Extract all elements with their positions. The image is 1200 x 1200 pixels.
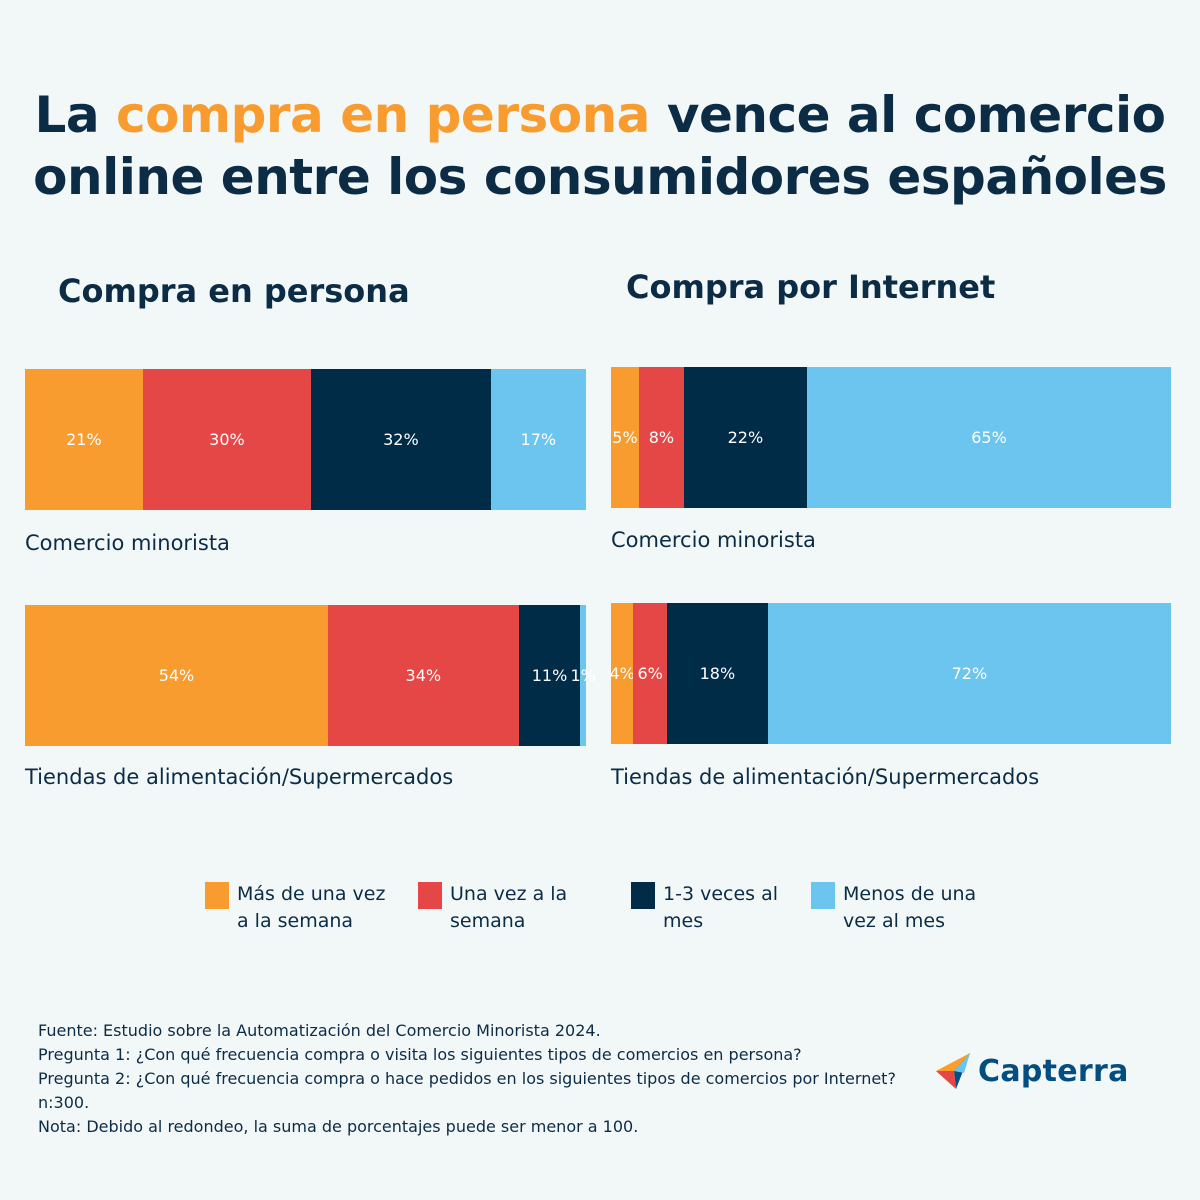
legend-label: Más de una vez a la semana [237,883,386,932]
legend-swatch [811,882,835,909]
bar-segment: 30% [142,369,312,510]
legend-label: Una vez a la semana [450,883,568,932]
data-label: 72% [951,664,988,683]
capterra-arrow-icon [936,1053,970,1089]
category-label: Tiendas de alimentación/Supermercados [25,765,454,789]
bar-segment: 18% [667,603,768,744]
bar-segment: 22% [683,367,807,508]
data-label: 11% [531,666,568,685]
section-title-online: Compra por Internet [626,268,996,306]
bar-segment: 5% [611,367,639,508]
data-label: 4% [609,664,635,683]
data-label: 65% [971,428,1007,447]
data-label: 1% [570,666,596,685]
bar-segment: 21% [25,369,143,510]
footnote-note: Nota: Debido al redondeo, la suma de por… [38,1117,639,1136]
section-title-in-person: Compra en persona [58,272,410,310]
bar-segment: 6% [633,603,667,744]
data-label: 5% [612,428,638,447]
data-label: 8% [648,428,675,447]
page-title: La compra en persona vence al comercio o… [0,84,1200,208]
legend-item-weekly: Una vez a la semana [418,881,600,935]
category-label: Tiendas de alimentación/Supermercados [611,765,1040,789]
footnote: Fuente: Estudio sobre la Automatización … [38,1019,898,1139]
bar-segment: 34% [327,605,519,746]
capterra-logo: Capterra [934,1051,1129,1091]
bar-segment: 1% [570,605,596,746]
stacked-bar: 54% 34% 11% 1% [25,605,596,746]
bar-segment: 4% [609,603,635,744]
data-label: 6% [637,664,663,683]
bar-segment: 17% [490,369,586,510]
legend-swatch [418,882,442,909]
bar-segment: 8% [639,367,684,508]
stacked-bar: 21% 30% 32% 17% [25,369,586,510]
legend-item-less-than-monthly: Menos de una vez al mes [811,881,993,935]
data-label: 22% [727,428,764,447]
category-label: Comercio minorista [25,531,230,555]
data-label: 21% [66,430,102,449]
footnote-question-2: Pregunta 2: ¿Con qué frecuencia compra o… [38,1069,896,1088]
data-label: 30% [209,430,245,449]
category-label: Comercio minorista [611,528,816,552]
legend-swatch [631,882,655,909]
title-part-2: vence al comercio [649,86,1166,144]
title-highlight: compra en persona [116,86,650,144]
data-label: 34% [405,666,442,685]
title-part-1: La [34,86,117,144]
capterra-logo-text: Capterra [978,1053,1129,1089]
legend-swatch [205,882,229,909]
legend-label: 1-3 veces al mes [663,883,779,932]
bar-segment: 54% [25,605,328,746]
stacked-bar: 4% 6% 18% 72% [609,603,1171,744]
footnote-source: Fuente: Estudio sobre la Automatización … [38,1021,601,1040]
data-label: 17% [520,430,557,449]
data-label: 18% [699,664,736,683]
legend-item-weekly-plus: Más de una vez a la semana [205,881,387,935]
bar-segment: 72% [767,603,1171,744]
footnote-question-1: Pregunta 1: ¿Con qué frecuencia compra o… [38,1045,802,1064]
title-line-2: online entre los consumidores españoles [33,148,1167,206]
footnote-sample: n:300. [38,1093,90,1112]
legend-label: Menos de una vez al mes [843,883,977,932]
bar-segment: 65% [807,367,1171,508]
data-label: 32% [383,430,419,449]
title-line-1: La compra en persona vence al comercio [0,84,1200,146]
bar-segment: 32% [311,369,491,510]
stacked-bar: 5% 8% 22% 65% [611,367,1171,508]
data-label: 54% [158,666,195,685]
legend-item-monthly: 1-3 veces al mes [631,881,793,935]
bar-segment: 11% [518,605,581,746]
